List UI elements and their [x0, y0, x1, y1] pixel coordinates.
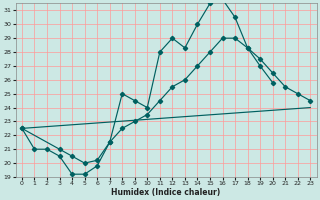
X-axis label: Humidex (Indice chaleur): Humidex (Indice chaleur) — [111, 188, 221, 197]
